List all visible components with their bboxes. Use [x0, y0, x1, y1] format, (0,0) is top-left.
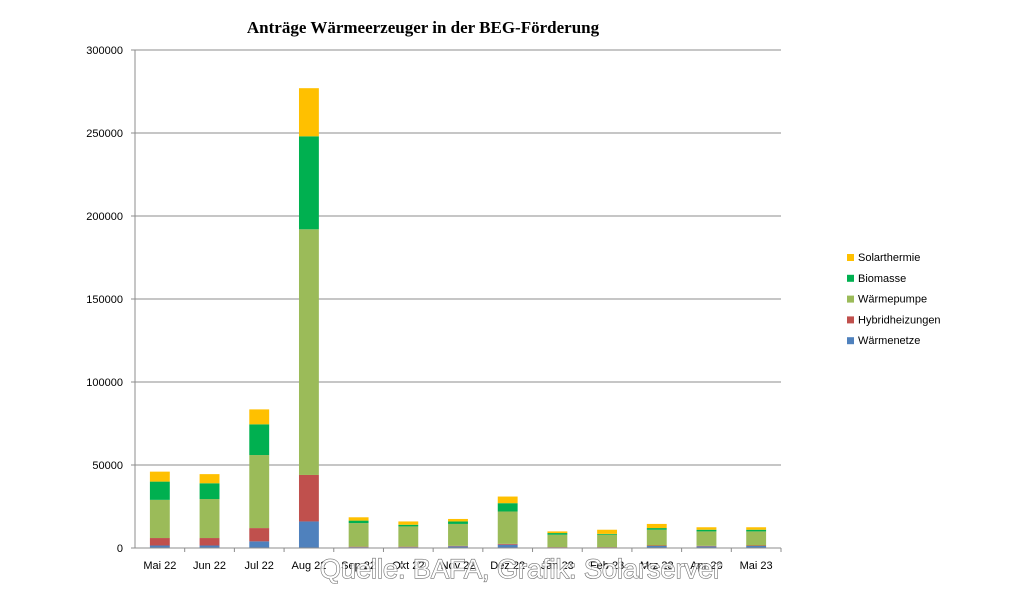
y-tick-label: 150000 [86, 294, 123, 306]
bar-segment [398, 524, 419, 527]
bar-segment [497, 544, 518, 548]
legend-swatch [847, 295, 854, 303]
bar-segment [746, 529, 767, 532]
y-tick-label: 200000 [86, 211, 123, 223]
grid-lines [135, 49, 781, 466]
legend-swatch [847, 254, 854, 261]
y-axis-ticks: 0 50000 100000 150000 200000 250000 300000 [86, 45, 135, 555]
source-watermark: Quelle: BAFA, Grafik: Solarserver [320, 554, 722, 584]
legend-swatch [847, 337, 854, 345]
bar-segment [199, 538, 220, 546]
bar-segment [249, 424, 270, 456]
x-tick-label: Feb 23 [590, 560, 624, 572]
bar-segment [547, 533, 568, 535]
x-tick-label: Dez 22 [490, 560, 525, 572]
bar-segment [696, 531, 717, 546]
bar-segment [348, 520, 369, 524]
legend-label: Wärmepumpe [858, 294, 927, 306]
bar-segment [199, 483, 220, 500]
bar-segment [199, 545, 220, 548]
bar-segment [497, 543, 518, 545]
x-tick-label: Mai 23 [740, 560, 773, 572]
bar-segment [746, 531, 767, 546]
bar-segment [448, 546, 468, 548]
bar-segment [646, 523, 667, 529]
x-tick-label: Mai 22 [143, 560, 176, 572]
x-tick-label: Jun 22 [193, 560, 226, 572]
bars [149, 88, 767, 548]
bar-segment [249, 455, 270, 529]
chart-title: Anträge Wärmeerzeuger in der BEG-Förderu… [247, 18, 600, 37]
bar-segment [597, 533, 618, 535]
x-axis-ticks: Mai 22 Jun 22 Jul 22 Aug 22 Sep 22 Okt 22 Nov … [143, 548, 782, 572]
legend: Solarthermie Biomasse Wärmepumpe Hybridheiz… [847, 252, 941, 347]
bar-segment [298, 474, 319, 522]
bar-segment [249, 409, 270, 425]
bar-segment [298, 521, 319, 548]
x-tick-label: Jul 22 [245, 560, 274, 572]
bar-segment [398, 526, 419, 547]
legend-label: Biomasse [858, 273, 906, 285]
axes [134, 50, 781, 549]
legend-label: Hybridheizungen [858, 314, 941, 326]
bar-segment [149, 545, 170, 548]
x-tick-label: Aug 22 [291, 560, 326, 572]
bar-segment [646, 528, 667, 530]
bar-segment [547, 534, 568, 548]
legend-label: Solarthermie [858, 252, 920, 264]
legend-swatch [847, 316, 854, 324]
bar-segment [348, 517, 369, 521]
bar-segment [149, 499, 170, 539]
bar-segment [497, 496, 518, 504]
legend-label: Wärmenetze [858, 335, 920, 347]
bar-segment [149, 481, 170, 500]
bar-segment [497, 503, 518, 512]
bar-segment [448, 518, 468, 522]
bar-segment [249, 541, 270, 548]
bar-segment [298, 136, 319, 230]
bar-segment [696, 529, 717, 532]
bar-segment [646, 546, 667, 548]
bar-segment [398, 521, 419, 525]
bar-segment [597, 529, 618, 534]
y-tick-label: 100000 [86, 377, 123, 389]
bar-segment [696, 546, 717, 548]
x-tick-label: Nov 22 [441, 560, 476, 572]
bar-segment [746, 527, 767, 530]
y-tick-label: 0 [117, 543, 123, 555]
bar-segment [298, 229, 319, 475]
x-tick-label: Sep 22 [341, 560, 376, 572]
y-tick-label: 250000 [86, 128, 123, 140]
bar-segment [597, 534, 618, 548]
x-tick-label: Mrz 23 [640, 560, 674, 572]
legend-swatch [847, 274, 854, 282]
bar-segment [199, 474, 220, 484]
bar-segment [298, 88, 319, 137]
x-tick-label: Apr 23 [690, 560, 722, 572]
bar-segment [149, 538, 170, 546]
bar-segment [448, 521, 468, 524]
bar-segment [448, 523, 468, 546]
y-tick-label: 300000 [86, 45, 123, 57]
x-tick-label: Okt 22 [392, 560, 424, 572]
bar-segment [746, 546, 767, 548]
bar-segment [696, 527, 717, 530]
bar-segment [149, 471, 170, 482]
bar-segment [348, 523, 369, 547]
y-tick-label: 50000 [92, 460, 123, 472]
bar-segment [547, 531, 568, 534]
x-tick-label: Jan 23 [541, 560, 574, 572]
bar-segment [199, 499, 220, 539]
bar-segment [249, 528, 270, 542]
bar-segment [646, 529, 667, 546]
bar-segment [497, 511, 518, 544]
